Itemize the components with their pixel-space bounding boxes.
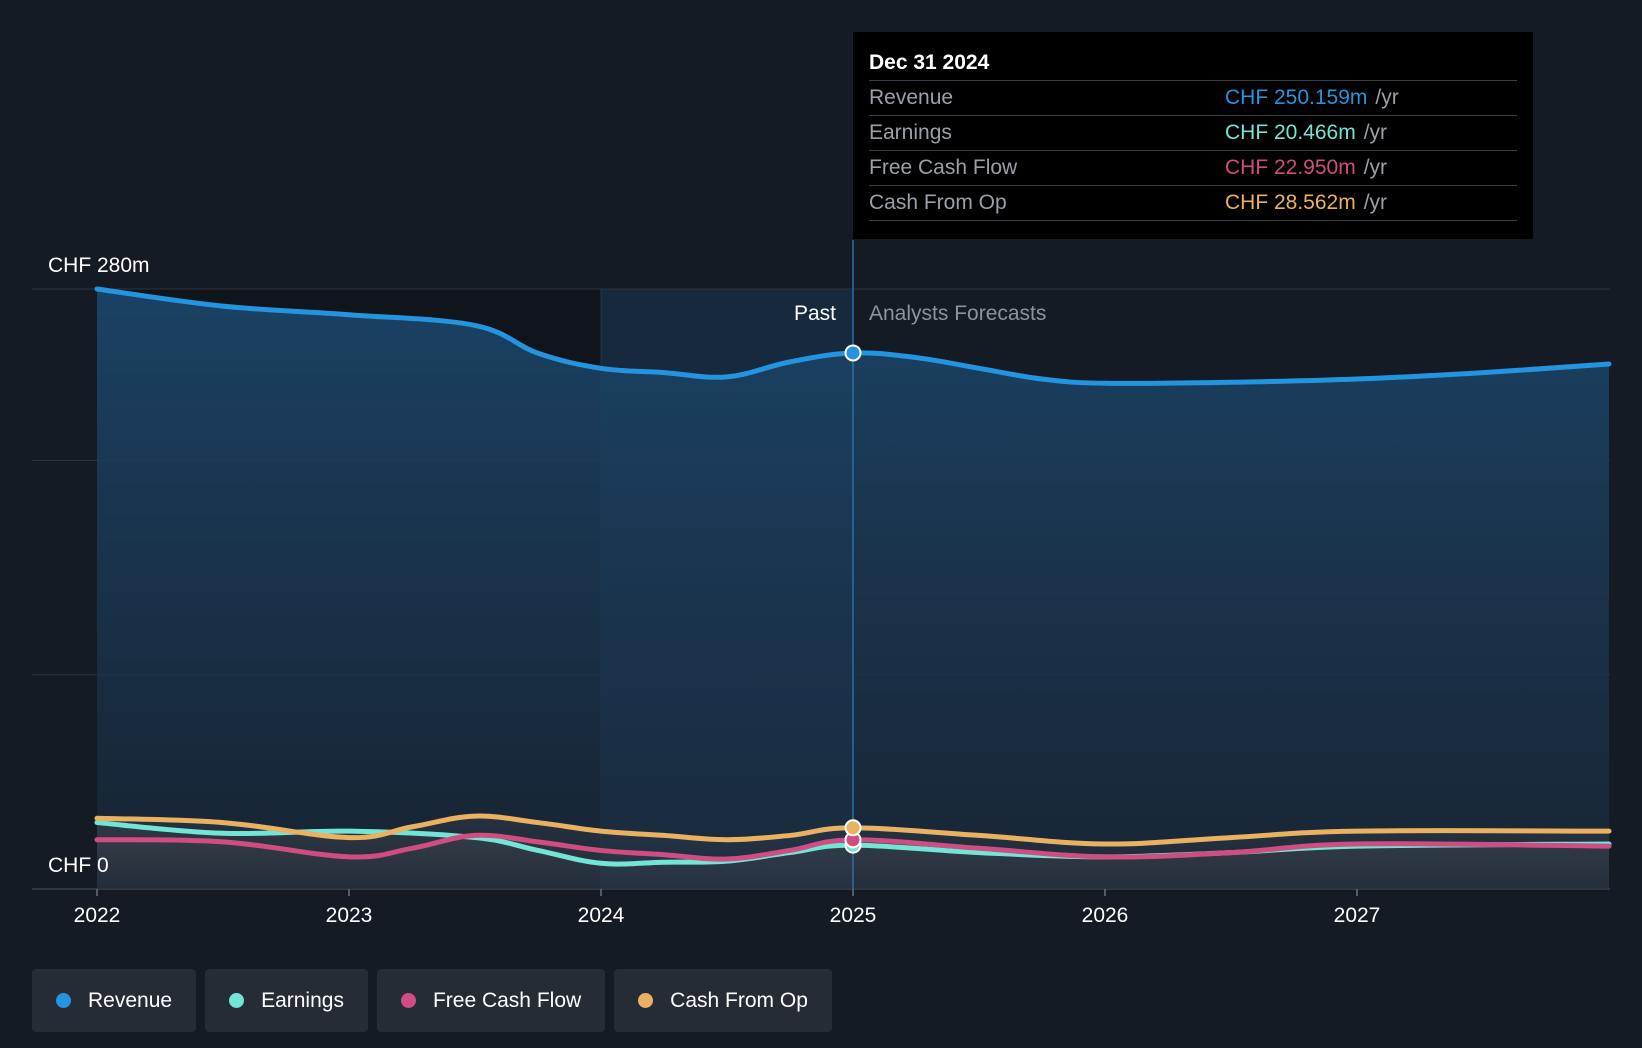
tooltip: Dec 31 2024 Revenue CHF 250.159m /yr Ear… bbox=[853, 32, 1533, 239]
legend-item-cash-from-op[interactable]: Cash From Op bbox=[614, 969, 832, 1032]
y-axis-bottom-label: CHF 0 bbox=[48, 854, 109, 877]
tooltip-label: Revenue bbox=[869, 86, 954, 109]
tooltip-row-revenue: Revenue CHF 250.159m /yr bbox=[869, 81, 1517, 116]
forecast-label: Analysts Forecasts bbox=[869, 302, 1046, 325]
cash-from-op-line bbox=[94, 813, 1612, 847]
cash-from-op-marker bbox=[844, 819, 862, 837]
x-tick-label: 2025 bbox=[830, 904, 877, 927]
legend: Revenue Earnings Free Cash Flow Cash Fro… bbox=[32, 969, 832, 1032]
tooltip-label: Free Cash Flow bbox=[869, 156, 1018, 179]
tooltip-row-earnings: Earnings CHF 20.466m /yr bbox=[869, 116, 1517, 151]
legend-item-free-cash-flow[interactable]: Free Cash Flow bbox=[376, 969, 606, 1032]
x-tick-label: 2022 bbox=[74, 904, 121, 927]
legend-label: Cash From Op bbox=[670, 988, 808, 1012]
tooltip-value: CHF 28.562m bbox=[1225, 191, 1356, 214]
legend-label: Free Cash Flow bbox=[432, 988, 582, 1012]
x-tick-label: 2027 bbox=[1334, 904, 1381, 927]
free-cash-flow-dot-icon bbox=[400, 993, 416, 1008]
tooltip-unit: /yr bbox=[1363, 156, 1388, 179]
tooltip-value: CHF 20.466m bbox=[1225, 121, 1356, 144]
tooltip-unit: /yr bbox=[1375, 86, 1399, 109]
tooltip-value: CHF 22.950m bbox=[1225, 156, 1356, 179]
revenue-line bbox=[94, 286, 1612, 386]
tooltip-row-cash-from-op: Cash From Op CHF 28.562m /yr bbox=[869, 186, 1517, 221]
x-tick-label: 2023 bbox=[326, 904, 373, 927]
tooltip-label: Earnings bbox=[869, 121, 952, 144]
earnings-dot-icon bbox=[229, 993, 245, 1008]
revenue-marker bbox=[844, 344, 862, 362]
tooltip-row-free-cash-flow: Free Cash Flow CHF 22.950m /yr bbox=[869, 151, 1517, 186]
tooltip-unit: /yr bbox=[1363, 121, 1388, 144]
tooltip-value: CHF 250.159m bbox=[1225, 86, 1368, 109]
free-cash-flow-line bbox=[94, 832, 1612, 862]
y-axis-top-label: CHF 280m bbox=[48, 254, 150, 277]
revenue-dot-icon bbox=[56, 993, 71, 1008]
tooltip-unit: /yr bbox=[1363, 191, 1388, 214]
cash-from-op-dot-icon bbox=[638, 993, 654, 1008]
tooltip-label: Cash From Op bbox=[869, 191, 1007, 214]
x-tick-label: 2026 bbox=[1082, 904, 1129, 927]
legend-item-earnings[interactable]: Earnings bbox=[205, 969, 368, 1032]
legend-label: Revenue bbox=[88, 988, 173, 1012]
past-label: Past bbox=[794, 302, 836, 325]
legend-item-revenue[interactable]: Revenue bbox=[32, 969, 197, 1032]
x-tick-label: 2024 bbox=[578, 904, 625, 927]
legend-label: Earnings bbox=[261, 988, 344, 1012]
tooltip-date: Dec 31 2024 bbox=[869, 46, 1517, 81]
